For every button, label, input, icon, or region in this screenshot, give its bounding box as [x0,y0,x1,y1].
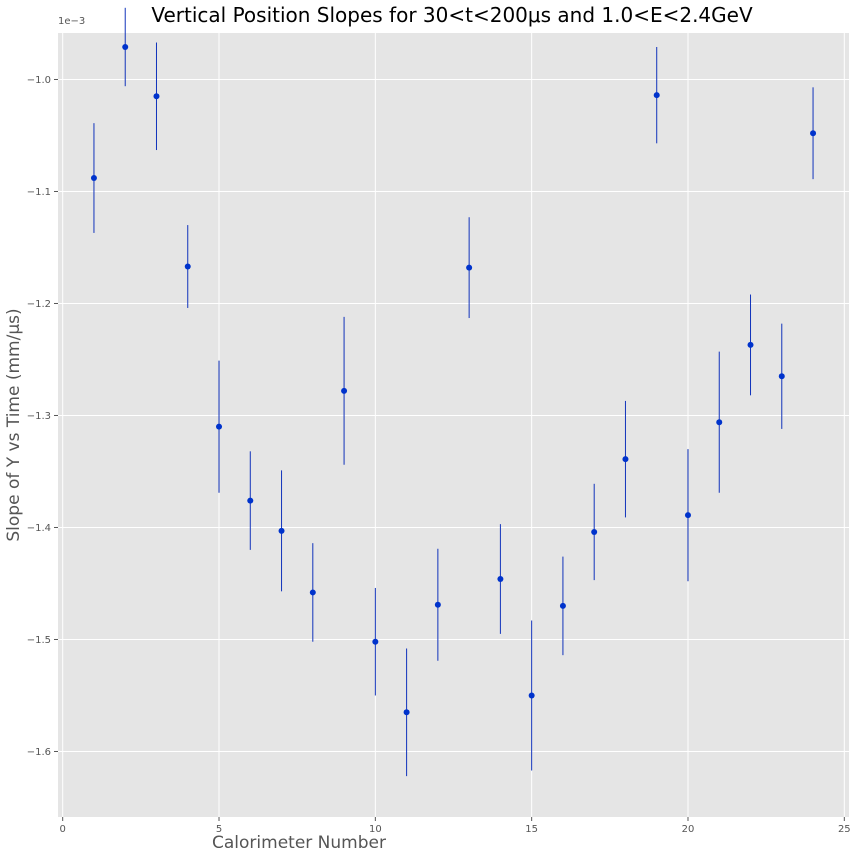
data-point [90,175,97,182]
y-tick-label: −1.1 [27,187,51,198]
data-point-group [372,587,379,696]
data-point [716,419,723,426]
data-point [434,601,441,608]
x-tick-label: 10 [369,824,382,835]
data-point [341,387,348,394]
y-tick-label: −1.3 [27,411,51,422]
data-point-group [278,470,285,592]
data-point-group [559,556,566,656]
x-axis-label: Calorimeter Number [212,833,386,853]
data-point [122,44,129,50]
data-point-group [309,543,316,642]
data-point-group [184,225,191,308]
data-point-group [716,351,723,493]
data-point [466,264,473,271]
data-point-group [653,47,660,144]
data-point-group [810,87,817,180]
data-point [247,497,254,504]
y-tick-label: −1.0 [27,75,51,86]
data-point [184,263,191,270]
plot-area [58,33,849,817]
y-tick-label: −1.2 [27,299,51,310]
data-point-group [403,648,410,777]
data-point-group [216,360,223,493]
data-point [591,528,598,535]
data-point [278,527,285,534]
data-point-group [122,7,129,87]
data-point [684,512,691,519]
data-point-group [341,316,348,465]
y-axis-ticks: −1.6 −1.5 −1.4 −1.3 −1.2 −1.1 −1.0 [27,75,58,758]
x-tick-label: 25 [838,824,851,835]
data-point-group [622,400,629,518]
data-point [528,692,535,699]
data-point [403,709,410,716]
data-point [497,576,504,582]
x-tick-label: 15 [525,824,538,835]
x-tick-label: 0 [60,824,66,835]
data-points [90,7,817,777]
data-point-group [434,548,441,661]
data-point-group [90,123,97,233]
data-point [372,638,379,645]
data-point [778,373,785,380]
y-axis-label: Slope of Y vs Time (mm/μs) [4,308,24,541]
data-point [653,92,660,99]
x-tick-label: 20 [682,824,695,835]
y-offset-label: 1e−3 [58,16,85,27]
data-point [216,423,223,430]
x-tick-label: 5 [216,824,222,835]
data-point [559,602,566,609]
chart-title: Vertical Position Slopes for 30<t<200μs … [151,3,753,27]
data-point-group [247,451,254,550]
y-tick-label: −1.5 [27,635,51,646]
data-point-group [153,42,160,151]
data-point [810,130,817,137]
data-point-group [684,449,691,582]
grid [58,33,849,817]
data-point-group [466,217,473,319]
data-point-group [528,620,535,771]
y-tick-label: −1.4 [27,523,51,534]
x-axis-ticks: 0 5 10 15 20 25 [60,817,851,835]
data-point [153,93,160,100]
data-point-group [497,524,504,634]
data-point-group [747,294,754,396]
data-point [622,456,629,463]
data-point [747,341,754,348]
data-point [309,589,316,596]
y-tick-label: −1.6 [27,747,51,758]
data-point-group [591,483,598,581]
data-point-group [778,323,785,429]
